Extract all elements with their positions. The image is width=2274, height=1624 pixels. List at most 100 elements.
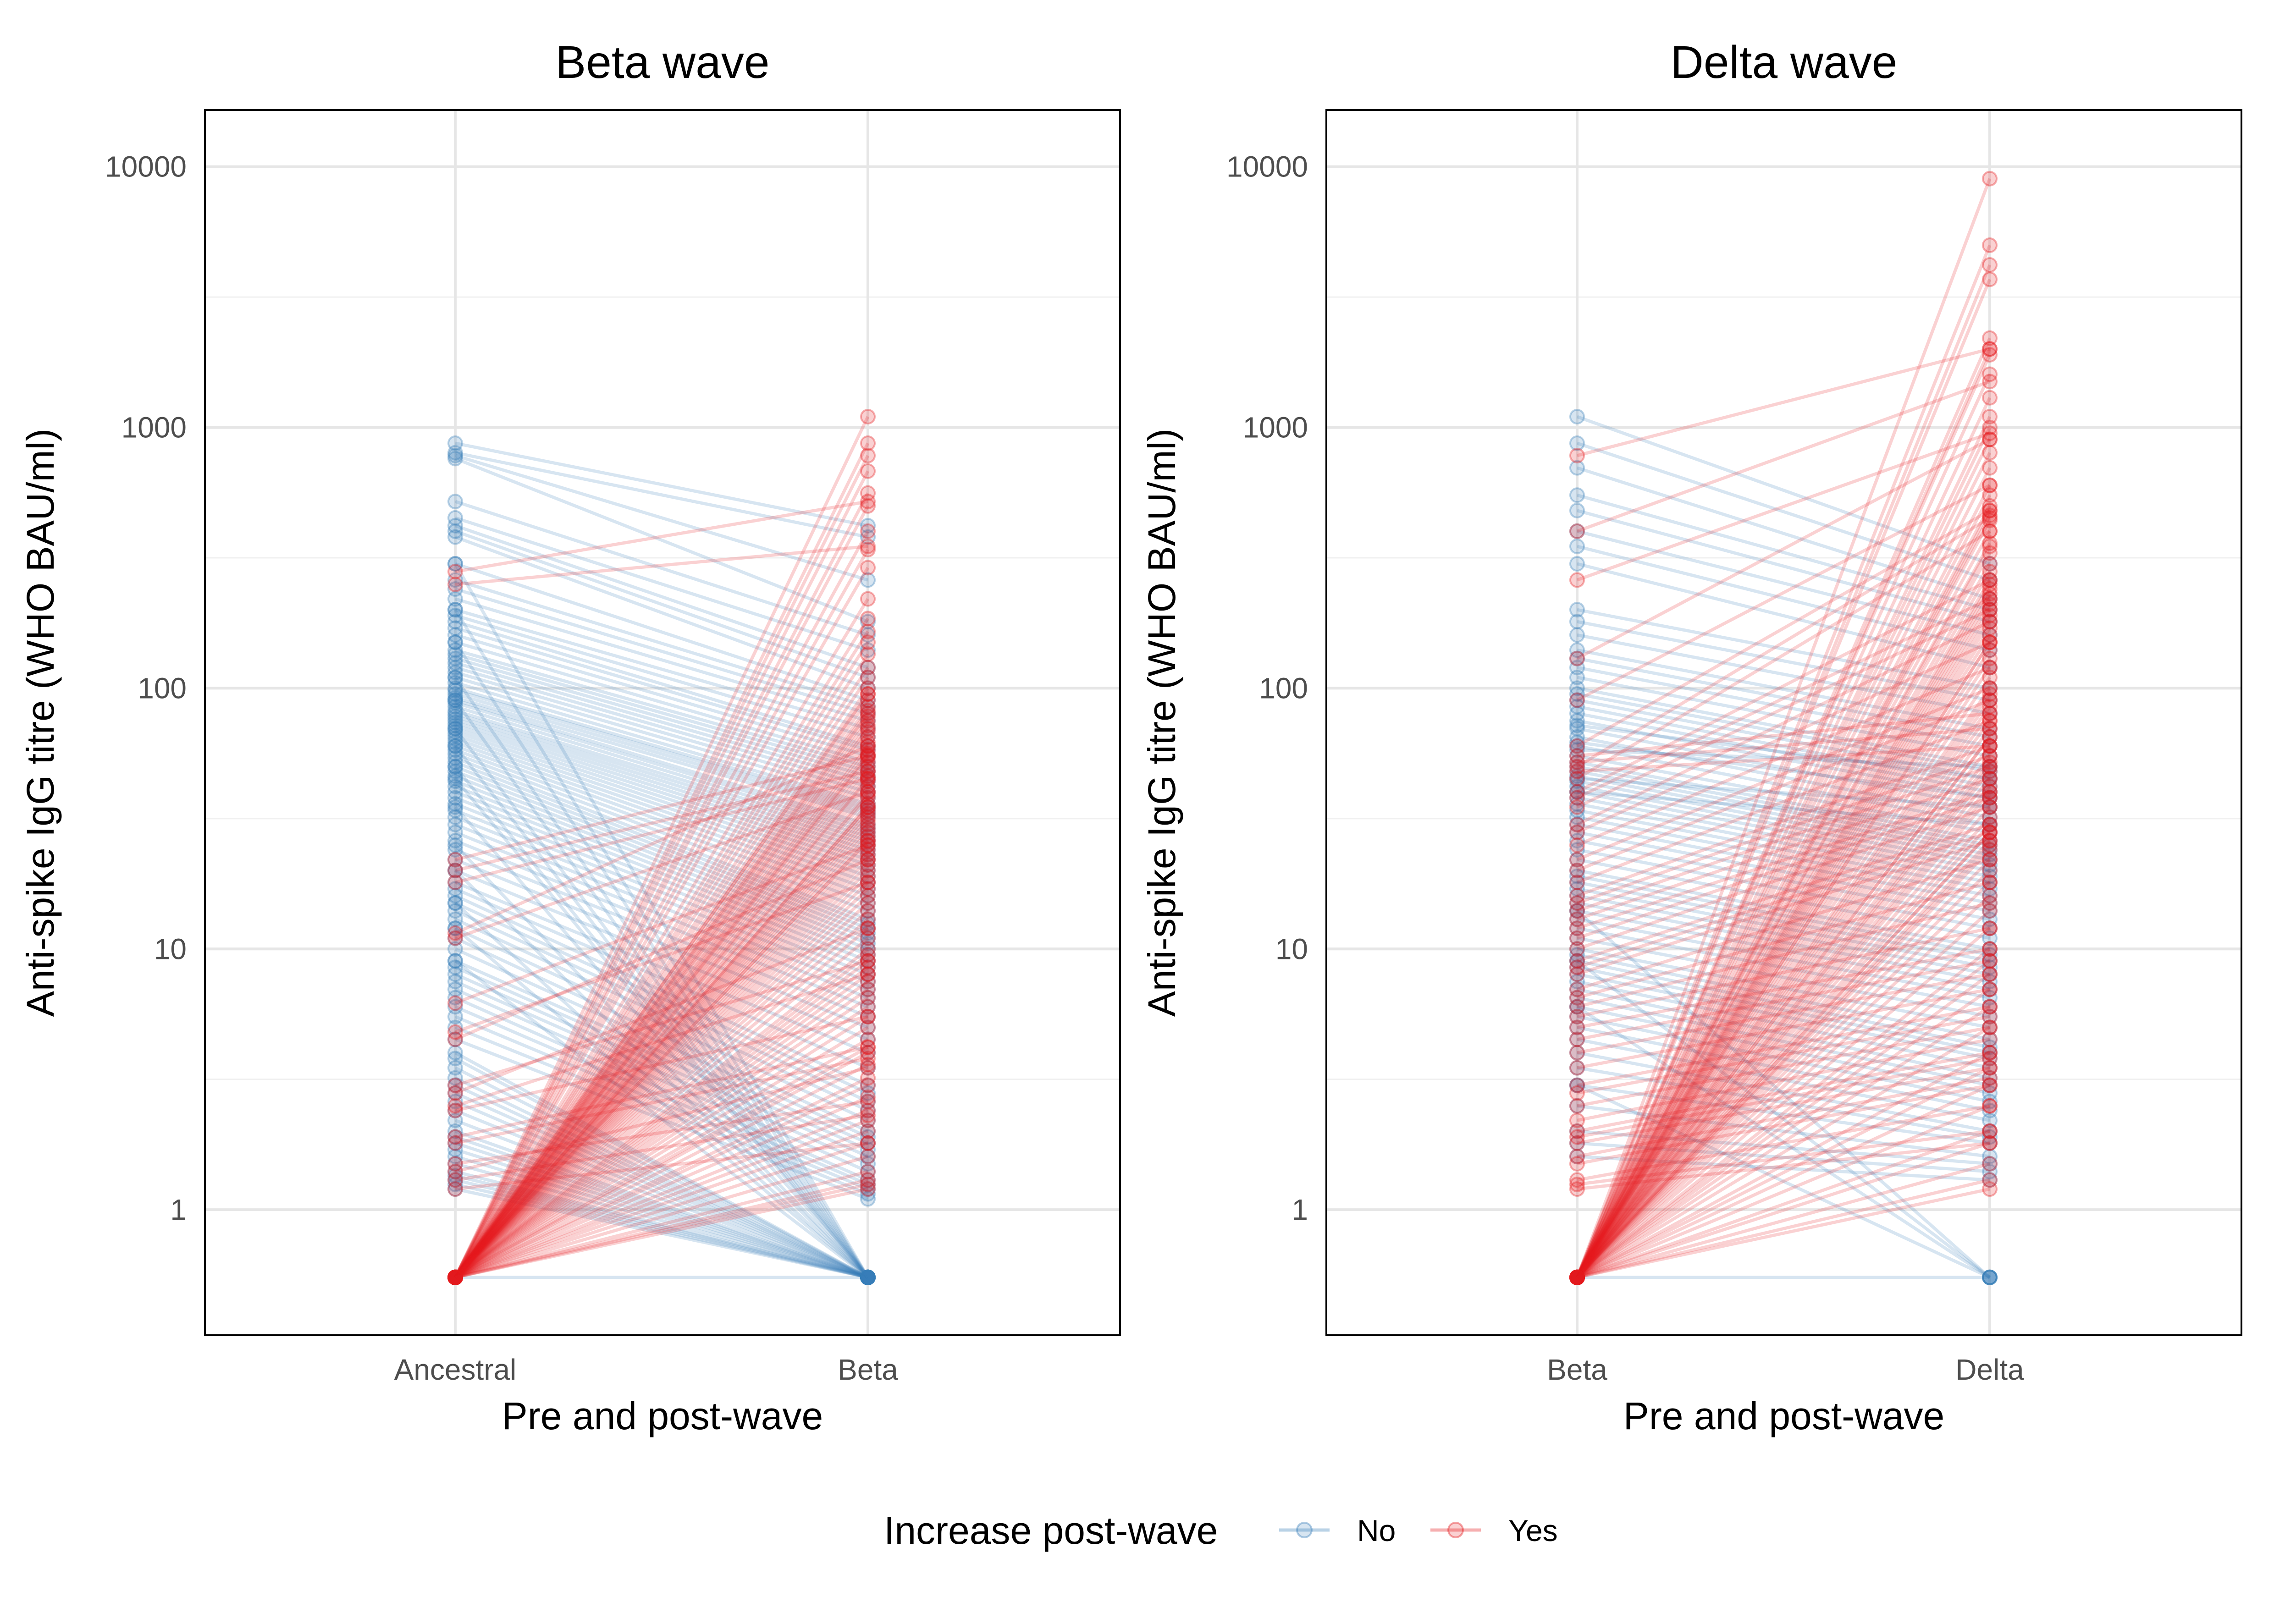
data-point bbox=[1982, 257, 1998, 273]
data-point bbox=[860, 1269, 876, 1285]
series-line bbox=[1577, 972, 1990, 1055]
data-point bbox=[447, 1269, 463, 1285]
series-line bbox=[454, 816, 869, 1279]
data-point bbox=[447, 1148, 463, 1164]
data-point bbox=[1982, 431, 1998, 447]
data-point bbox=[447, 703, 463, 719]
data-point bbox=[447, 1269, 463, 1285]
plot-background bbox=[1326, 110, 2241, 1335]
data-point bbox=[447, 746, 463, 762]
data-point bbox=[860, 572, 876, 588]
x-tick-label: Delta bbox=[1955, 1353, 2024, 1386]
data-point bbox=[447, 1031, 463, 1047]
data-point bbox=[860, 790, 876, 806]
data-point bbox=[1569, 911, 1585, 927]
series-line bbox=[454, 839, 869, 1008]
data-point bbox=[447, 1269, 463, 1285]
y-tick-label: 10000 bbox=[1226, 150, 1308, 183]
data-point bbox=[860, 1123, 876, 1139]
data-point bbox=[860, 717, 876, 733]
data-point bbox=[860, 863, 876, 879]
data-point bbox=[447, 1269, 463, 1285]
data-point bbox=[447, 602, 463, 618]
data-point bbox=[1569, 1269, 1585, 1285]
data-point bbox=[860, 920, 876, 936]
data-point bbox=[1982, 713, 1998, 729]
series-line bbox=[454, 529, 869, 679]
series-line bbox=[1576, 754, 1991, 1278]
series-line bbox=[455, 770, 868, 872]
data-point bbox=[1569, 1269, 1585, 1285]
data-point bbox=[860, 1269, 876, 1285]
data-point bbox=[860, 498, 876, 514]
series-line bbox=[1577, 809, 1990, 891]
data-point bbox=[447, 523, 463, 539]
data-point bbox=[860, 1269, 876, 1285]
data-point bbox=[860, 1269, 876, 1285]
series-line bbox=[1577, 1155, 1990, 1182]
data-point bbox=[860, 881, 876, 897]
data-point bbox=[860, 802, 876, 818]
data-point bbox=[1569, 966, 1585, 982]
series-line bbox=[454, 926, 869, 1095]
data-point bbox=[447, 686, 463, 702]
data-point bbox=[1982, 824, 1998, 840]
data-point bbox=[860, 863, 876, 879]
series-line bbox=[1577, 633, 1990, 715]
series-line bbox=[1576, 1005, 1991, 1279]
data-point bbox=[447, 1269, 463, 1285]
series-line bbox=[1575, 510, 1992, 1278]
data-point bbox=[447, 1269, 463, 1285]
data-point bbox=[1982, 660, 1998, 676]
data-point bbox=[1982, 1019, 1998, 1035]
data-point bbox=[447, 1269, 463, 1285]
data-point bbox=[1569, 1269, 1585, 1285]
legend-item-no: No bbox=[1279, 1514, 1396, 1547]
series-line bbox=[1575, 494, 1992, 1278]
series-line bbox=[1577, 719, 1990, 799]
series-line bbox=[1576, 761, 1991, 1278]
data-point bbox=[860, 1269, 876, 1285]
data-point bbox=[860, 763, 876, 779]
series-line bbox=[454, 839, 869, 1279]
data-point bbox=[1982, 1102, 1998, 1118]
series-line bbox=[1577, 686, 1990, 769]
series-line bbox=[1576, 959, 1991, 1279]
data-point bbox=[860, 974, 876, 990]
legend-title: Increase post-wave bbox=[884, 1509, 1218, 1552]
series-line bbox=[1577, 724, 1990, 781]
data-point bbox=[1569, 863, 1585, 879]
series-line bbox=[454, 676, 869, 1278]
data-point bbox=[860, 799, 876, 815]
data-point bbox=[860, 692, 876, 708]
data-point bbox=[1569, 1077, 1585, 1093]
series-line bbox=[454, 820, 869, 1279]
data-point bbox=[447, 1269, 463, 1285]
data-point bbox=[1982, 863, 1998, 879]
data-point bbox=[860, 538, 876, 554]
series-line bbox=[1577, 980, 1990, 1070]
series-line bbox=[454, 959, 869, 1087]
series-line bbox=[455, 1187, 868, 1279]
data-point bbox=[860, 748, 876, 764]
data-point bbox=[447, 1269, 463, 1285]
data-point bbox=[860, 1163, 876, 1179]
data-point bbox=[447, 1269, 463, 1285]
series-line bbox=[454, 598, 869, 1278]
series-line bbox=[1576, 806, 1991, 1279]
data-point bbox=[1982, 627, 1998, 643]
data-point bbox=[447, 607, 463, 623]
data-point bbox=[860, 591, 876, 607]
series-line bbox=[454, 705, 869, 1278]
series-line bbox=[454, 790, 869, 940]
data-point bbox=[1982, 1019, 1998, 1035]
data-point bbox=[447, 517, 463, 534]
data-point bbox=[447, 1269, 463, 1285]
data-point bbox=[860, 692, 876, 708]
series-line bbox=[1576, 614, 1991, 1278]
series-line bbox=[455, 1162, 868, 1279]
data-point bbox=[1569, 1269, 1585, 1285]
series-line bbox=[1576, 441, 1991, 582]
series-line bbox=[454, 869, 869, 1279]
